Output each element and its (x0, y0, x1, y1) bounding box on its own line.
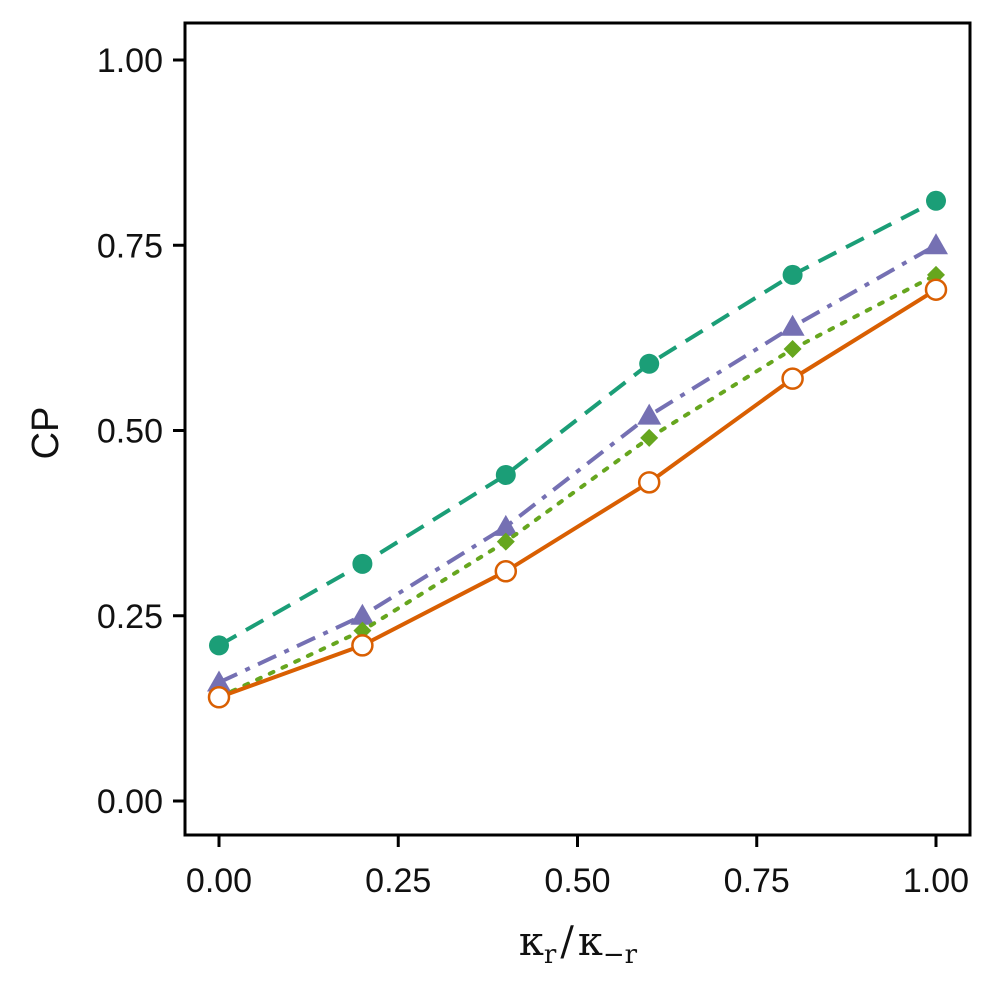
plot-series (207, 190, 948, 709)
data-point (207, 686, 231, 709)
y-axis-title: CP (25, 407, 67, 460)
series-series-3 (210, 265, 945, 707)
series-line (218, 243, 937, 685)
data-point (927, 265, 945, 284)
x-axis-title-sub-neg-r: −r (603, 940, 638, 970)
plot-frame (183, 21, 972, 837)
y-tick-label: 0.25 (97, 598, 163, 636)
x-tick-label: 1.00 (903, 862, 969, 900)
data-point (781, 367, 804, 390)
x-tick-label: 0.50 (544, 862, 610, 900)
series-series-1 (209, 190, 946, 656)
x-axis-title: κr / κ−r (519, 919, 638, 970)
series-series-4 (207, 278, 948, 709)
y-tick-label: 1.00 (97, 42, 163, 80)
data-point (495, 464, 516, 485)
data-point (209, 635, 229, 656)
x-axis-title-kappa: κ (519, 919, 544, 965)
data-point (924, 278, 948, 301)
x-axis-title-kappa-2: κ (578, 919, 603, 965)
series-line (218, 288, 938, 700)
x-tick-label: 0.00 (186, 862, 252, 900)
x-axis-title-sub-r: r (544, 940, 557, 970)
data-point (783, 339, 802, 358)
data-point (494, 560, 518, 583)
series-line (217, 272, 938, 700)
data-point (780, 314, 805, 336)
data-point (493, 514, 518, 536)
y-tick-label: 0.00 (97, 783, 163, 821)
data-point (637, 471, 661, 494)
data-point (207, 670, 231, 692)
data-point (351, 634, 374, 657)
x-axis-title-slash: / (560, 919, 574, 965)
series-line (218, 199, 937, 648)
data-point (640, 428, 659, 447)
y-axis: 0.00 0.25 0.50 0.75 1.00 (97, 42, 185, 821)
y-tick-label: 0.75 (97, 227, 163, 265)
data-point (924, 233, 948, 255)
data-point (496, 532, 515, 551)
data-point (352, 553, 373, 574)
x-tick-label: 0.25 (365, 862, 431, 900)
data-point (637, 403, 662, 425)
x-axis: 0.00 0.25 0.50 0.75 1.00 (186, 835, 969, 900)
series-series-2 (207, 233, 948, 692)
y-tick-label: 0.50 (97, 413, 163, 451)
x-tick-label: 0.75 (724, 862, 790, 900)
data-point (350, 603, 375, 625)
data-point (926, 190, 946, 211)
data-point (639, 353, 660, 374)
data-point (353, 621, 372, 640)
data-point (782, 264, 803, 285)
